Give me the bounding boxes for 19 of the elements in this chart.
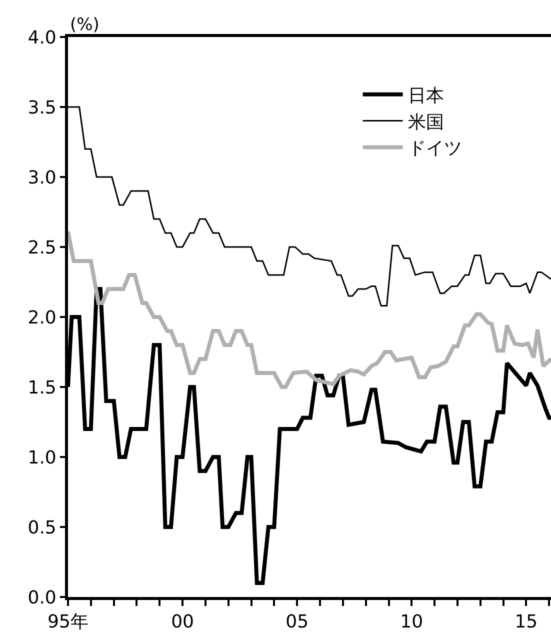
y-tick-label: 3.0 — [28, 167, 56, 188]
x-tick-label: 05 — [286, 612, 309, 632]
y-tick-label: 2.5 — [28, 237, 56, 258]
y-tick-label: 0.5 — [28, 517, 56, 538]
x-tick-label: 00 — [171, 612, 194, 632]
y-axis-title: (%) — [70, 15, 100, 35]
y-tick-label: 1.0 — [28, 447, 56, 468]
legend-label: 日本 — [408, 85, 444, 106]
y-tick-label: 2.0 — [28, 307, 56, 328]
y-tick-label: 0.0 — [28, 587, 56, 608]
legend-label: ドイツ — [408, 138, 462, 160]
line-series — [68, 230, 551, 389]
x-tick-label: 95年 — [48, 612, 88, 632]
y-tick-label: 4.0 — [28, 27, 56, 48]
legend-label: 米国 — [408, 112, 444, 133]
y-tick-label: 3.5 — [28, 97, 56, 118]
x-tick-label: 10 — [400, 612, 424, 632]
x-tick-label: 15 — [514, 612, 538, 632]
y-tick-label: 1.5 — [28, 377, 56, 398]
